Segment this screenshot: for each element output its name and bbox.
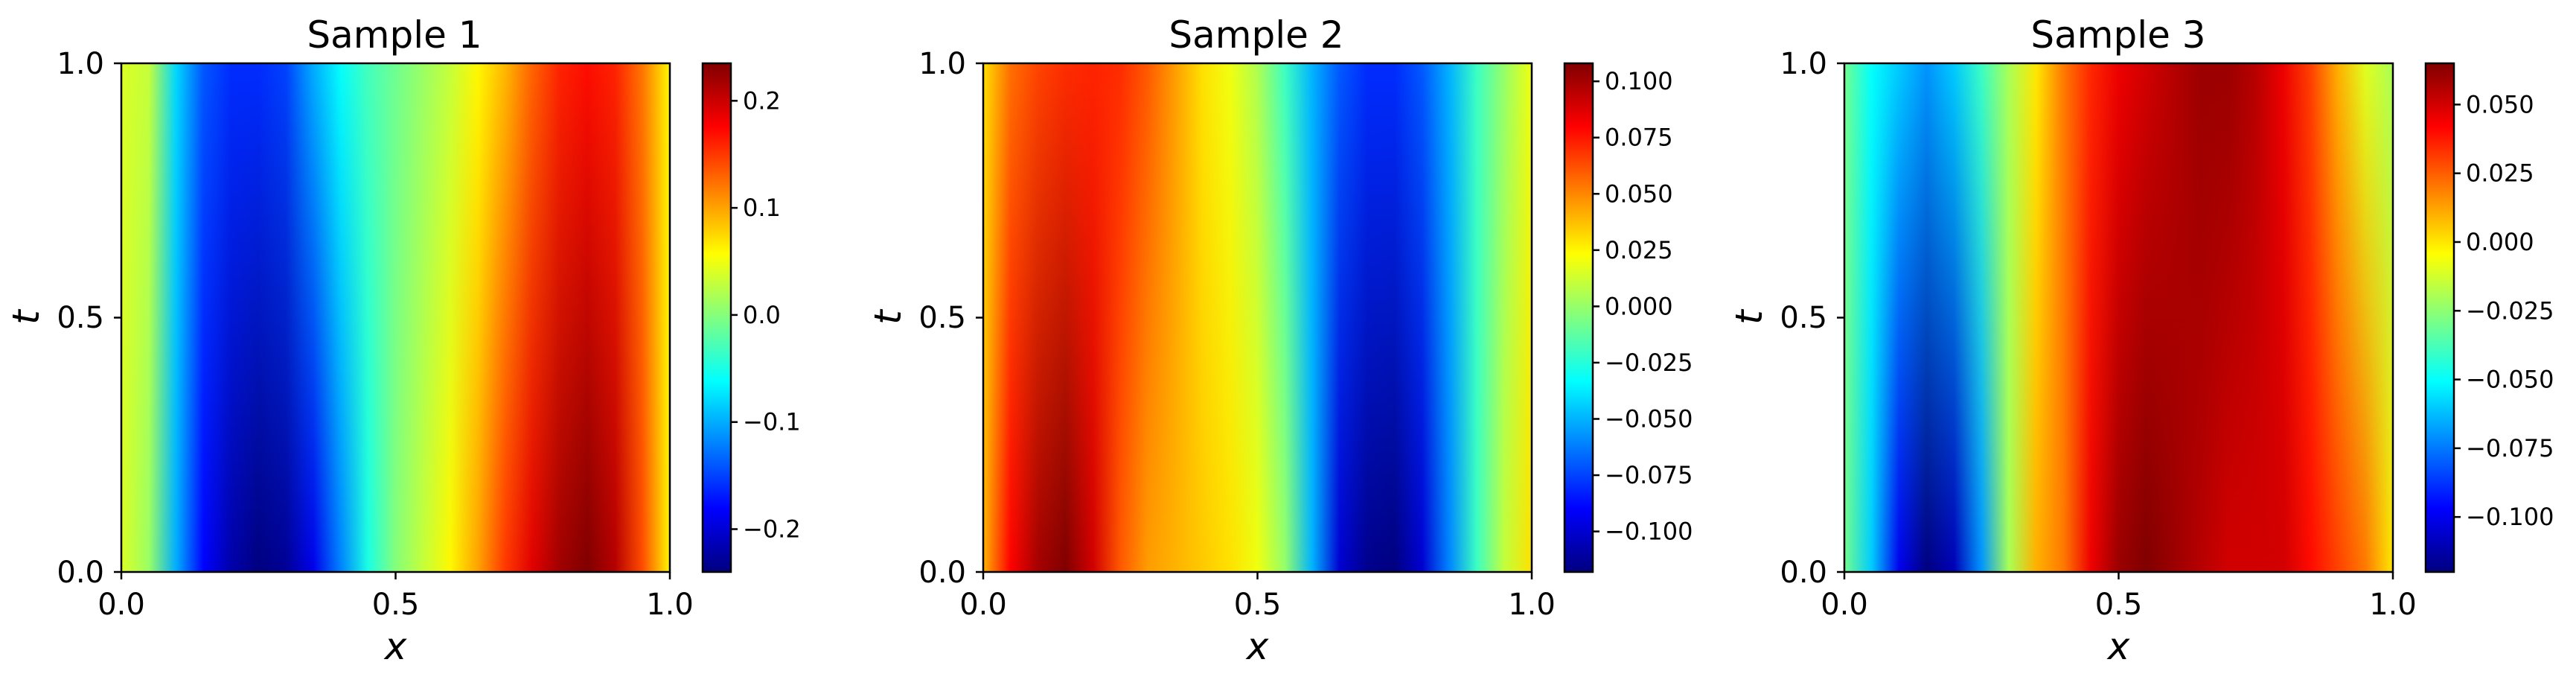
heatmap-area xyxy=(1844,63,2393,572)
colorbar-tick-label: 0.000 xyxy=(2466,228,2534,256)
heatmap-layer-t1 xyxy=(983,63,1532,572)
y-tick-label: 1.0 xyxy=(918,47,966,81)
colorbar-tick-label: −0.2 xyxy=(743,515,801,543)
colorbar-tick-label: 0.025 xyxy=(2466,159,2534,188)
colorbar: 0.100 0.075 0.050 0.025 0.000 −0.025 −0.050 −0.… xyxy=(1563,62,1693,573)
y-tick-label: 1.0 xyxy=(1780,47,1827,81)
colorbar-gradient xyxy=(703,63,731,572)
x-axis: 0.0 0.5 1.0 x xyxy=(98,572,694,668)
colorbar-tick-label: 0.050 xyxy=(2466,90,2534,118)
colorbar-frame xyxy=(2424,62,2455,573)
colorbar-frame xyxy=(701,62,732,573)
colorbar-tick-label: −0.075 xyxy=(1605,461,1693,489)
x-axis-label: x xyxy=(1245,625,1269,668)
colorbar-tick-label: −0.075 xyxy=(2466,434,2554,462)
colorbar-tick-label: −0.025 xyxy=(2466,296,2554,325)
y-axis: 0.0 0.5 1.0 t xyxy=(866,47,983,590)
colorbar: 0.2 0.1 0.0 −0.1 −0.2 xyxy=(701,62,801,573)
colorbar-tick-label: 0.050 xyxy=(1605,179,1673,208)
plot-title: Sample 2 xyxy=(1169,13,1343,57)
y-tick-label: 0.0 xyxy=(57,556,104,590)
plot-title: Sample 3 xyxy=(2030,13,2205,57)
colorbar-tick-label: −0.050 xyxy=(1605,404,1693,433)
x-axis: 0.0 0.5 1.0 x xyxy=(959,572,1556,668)
colorbar-tick-label: 0.0 xyxy=(743,301,781,329)
y-axis-label: t xyxy=(1728,308,1771,325)
colorbar-tick-label: 0.025 xyxy=(1605,236,1673,264)
colorbar-tick-label: −0.025 xyxy=(1605,349,1693,377)
x-tick-label: 1.0 xyxy=(1508,588,1556,622)
colorbar-tick-label: −0.100 xyxy=(1605,518,1693,546)
panel-sample-2: Sample 2 0.0 0.5 1.0 x 0.0 0.5 1.0 t 0.1… xyxy=(866,13,1693,668)
heatmap-area xyxy=(121,63,670,572)
panel-sample-1: Sample 1 0.0 0.5 1.0 x 0.0 0.5 1.0 t 0.2… xyxy=(4,13,801,668)
x-tick-label: 0.0 xyxy=(98,588,145,622)
colorbar-frame xyxy=(1563,62,1594,573)
colorbar-tick-label: 0.2 xyxy=(743,86,781,115)
y-tick-label: 0.5 xyxy=(1780,301,1827,335)
y-tick-label: 0.5 xyxy=(918,301,966,335)
colorbar-tick-label: −0.100 xyxy=(2466,503,2554,531)
x-tick-label: 1.0 xyxy=(2369,588,2417,622)
y-axis-label: t xyxy=(866,308,910,325)
colorbar-gradient xyxy=(2426,63,2454,572)
y-axis: 0.0 0.5 1.0 t xyxy=(4,47,121,590)
y-tick-label: 0.0 xyxy=(918,556,966,590)
y-tick-label: 0.0 xyxy=(1780,556,1827,590)
plot-title: Sample 1 xyxy=(307,13,482,57)
colorbar-gradient xyxy=(1565,63,1593,572)
x-tick-label: 1.0 xyxy=(646,588,694,622)
x-axis-label: x xyxy=(2106,625,2130,668)
colorbar-tick-label: −0.1 xyxy=(743,408,801,436)
colorbar: 0.050 0.025 0.000 −0.025 −0.050 −0.075 −0.100 xyxy=(2424,62,2554,573)
colorbar-tick-label: 0.000 xyxy=(1605,292,1673,320)
colorbar-tick-label: 0.1 xyxy=(743,194,781,222)
colorbar-tick-label: −0.050 xyxy=(2466,366,2554,394)
y-tick-label: 0.5 xyxy=(57,301,104,335)
heatmap-layer-t1 xyxy=(121,63,670,572)
heatmap-area xyxy=(983,63,1532,572)
x-axis-label: x xyxy=(383,625,407,668)
colorbar-tick-label: 0.075 xyxy=(1605,124,1673,152)
y-axis: 0.0 0.5 1.0 t xyxy=(1728,47,1844,590)
x-tick-label: 0.0 xyxy=(959,588,1007,622)
x-tick-label: 0.5 xyxy=(2095,588,2143,622)
heatmap-layer-t1 xyxy=(1844,63,2393,572)
y-axis-label: t xyxy=(4,308,48,325)
colorbar-tick-label: 0.100 xyxy=(1605,67,1673,95)
x-tick-label: 0.5 xyxy=(1234,588,1282,622)
y-tick-label: 1.0 xyxy=(57,47,104,81)
x-axis: 0.0 0.5 1.0 x xyxy=(1821,572,2417,668)
x-tick-label: 0.0 xyxy=(1821,588,1868,622)
x-tick-label: 0.5 xyxy=(372,588,420,622)
panel-sample-3: Sample 3 0.0 0.5 1.0 x 0.0 0.5 1.0 t 0.0… xyxy=(1728,13,2554,668)
